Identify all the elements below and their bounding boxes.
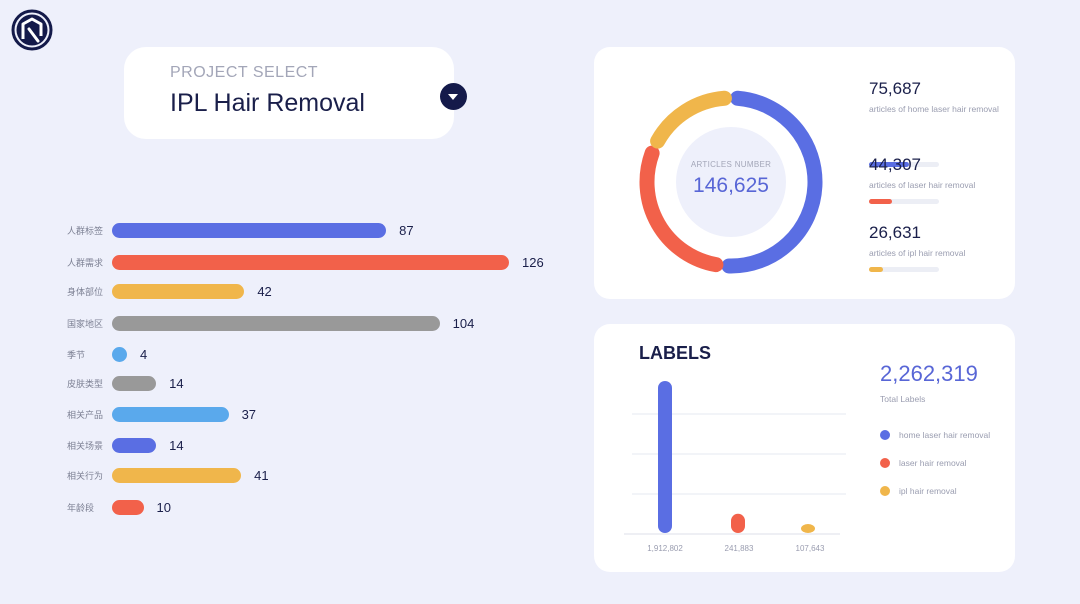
labels-title: LABELS	[639, 343, 711, 363]
bar	[731, 513, 745, 533]
legend-dot	[880, 430, 890, 440]
bar-category-label: 相关场景	[67, 441, 104, 451]
project-select-value: IPL Hair Removal	[170, 89, 365, 117]
bar-category-label: 季节	[67, 350, 86, 360]
chevron-down-icon[interactable]	[440, 83, 467, 110]
stat-home-laser: 75,687 articles of home laser hair remov…	[869, 79, 1004, 167]
app-logo	[11, 9, 53, 51]
bar-value-label: 14	[169, 376, 184, 391]
bar-value-label: 104	[452, 316, 475, 331]
articles-donut-chart	[639, 90, 823, 274]
stat-progress-track	[869, 162, 939, 167]
bar-row: 人群标签 87	[0, 223, 590, 239]
category-bar-chart: 人群标签 87 人群需求 126 身体部位 42 国家地区 104 季节 4 皮肤类型 14 相关产品 3…	[0, 210, 590, 520]
bar	[112, 316, 440, 331]
donut-center-label: ARTICLES NUMBER	[690, 160, 772, 169]
bar-row: 季节 4	[0, 347, 590, 363]
bar	[112, 407, 229, 422]
bar	[112, 500, 144, 515]
stat-value: 44,307	[869, 155, 921, 174]
x-tick-label: 107,643	[795, 544, 825, 553]
donut-slice	[721, 90, 823, 274]
legend-dot	[880, 486, 890, 496]
stat-laser: 44,307 articles of laser hair removal	[869, 155, 1004, 204]
legend-label: ipl hair removal	[899, 486, 957, 496]
donut-center-value: 146,625	[693, 174, 769, 197]
bar-category-label: 国家地区	[67, 319, 104, 329]
donut-center-disc	[676, 127, 786, 237]
stat-ipl: 26,631 articles of ipl hair removal	[869, 223, 1004, 272]
total-labels-caption: Total Labels	[880, 394, 926, 404]
x-tick-label: 241,883	[724, 544, 754, 553]
labels-card: LABELS 1,912,802 241,883 107,643 2,262,3…	[594, 324, 1015, 572]
bar	[112, 468, 242, 483]
project-select-label: PROJECT SELECT	[170, 64, 319, 81]
bar-category-label: 年龄段	[67, 503, 95, 513]
legend-item: laser hair removal	[880, 456, 1010, 470]
bar-row: 相关产品 37	[0, 407, 590, 423]
bar-row: 国家地区 104	[0, 316, 590, 332]
stat-progress-fill	[869, 267, 883, 272]
bar-value-label: 14	[169, 438, 184, 453]
bar-row: 人群需求 126	[0, 255, 590, 271]
bar	[112, 347, 127, 362]
bar-row: 皮肤类型 14	[0, 376, 590, 392]
bar-category-label: 皮肤类型	[67, 379, 104, 389]
bar-category-label: 相关产品	[67, 410, 104, 420]
bar	[112, 284, 245, 299]
bar-category-label: 人群标签	[67, 226, 104, 236]
legend-label: laser hair removal	[899, 458, 967, 468]
bar-value-label: 87	[399, 223, 414, 238]
legend-item: ipl hair removal	[880, 484, 1010, 498]
bar	[112, 376, 157, 391]
stat-progress-track	[869, 199, 939, 204]
bar-category-label: 身体部位	[67, 287, 104, 297]
stat-description: articles of laser hair removal	[869, 180, 976, 190]
stat-description: articles of ipl hair removal	[869, 248, 966, 258]
bar-value-label: 10	[156, 500, 171, 515]
project-select-card[interactable]: PROJECT SELECT IPL Hair Removal	[124, 47, 454, 139]
bar	[801, 524, 815, 533]
stat-progress-fill	[869, 199, 893, 204]
bar-row: 相关行为 41	[0, 468, 590, 484]
stat-value: 75,687	[869, 79, 921, 98]
legend-label: home laser hair removal	[899, 430, 991, 440]
stat-value: 26,631	[869, 223, 921, 242]
stat-description: articles of home laser hair removal	[869, 104, 999, 114]
legend-dot	[880, 458, 890, 468]
bar-category-label: 相关行为	[67, 471, 104, 481]
bar-value-label: 41	[254, 468, 269, 483]
x-tick-label: 1,912,802	[647, 544, 683, 553]
bar-row: 相关场景 14	[0, 438, 590, 454]
bar-value-label: 4	[140, 347, 148, 362]
bar-category-label: 人群需求	[67, 258, 104, 268]
stat-progress-fill	[869, 162, 909, 167]
bar	[112, 255, 509, 270]
bar-value-label: 37	[241, 407, 257, 422]
donut-slice	[639, 145, 724, 273]
bar	[658, 381, 672, 533]
bar-value-label: 42	[257, 284, 272, 299]
legend-item: home laser hair removal	[880, 428, 1010, 442]
bar-row: 年龄段 10	[0, 500, 590, 516]
articles-card: ARTICLES NUMBER 146,625 75,687 articles …	[594, 47, 1015, 299]
bar-row: 身体部位 42	[0, 284, 590, 300]
total-labels-value: 2,262,319	[880, 361, 978, 386]
bar	[112, 438, 157, 453]
labels-bar-chart	[624, 381, 846, 535]
donut-slice	[650, 90, 732, 149]
bar	[112, 223, 387, 238]
stat-progress-track	[869, 267, 939, 272]
bar-value-label: 126	[522, 255, 544, 270]
